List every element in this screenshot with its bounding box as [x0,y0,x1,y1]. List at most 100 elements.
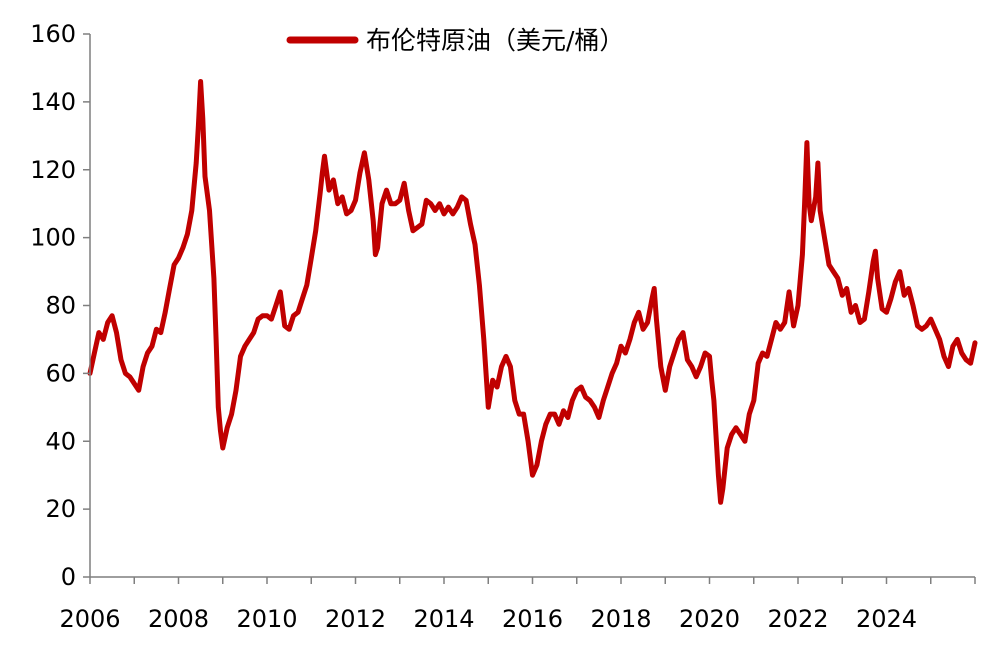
x-tick-label: 2010 [236,605,297,633]
data-point [672,351,677,355]
data-point [906,286,911,291]
data-point [955,337,960,342]
y-tick-label: 100 [30,224,76,252]
data-point [251,330,256,335]
data-point [163,310,168,315]
data-point [189,208,194,213]
data-point [530,473,535,478]
data-point [495,385,500,389]
x-tick-label: 2016 [502,605,563,633]
data-point [760,351,765,355]
data-point [734,425,738,430]
data-point [320,171,325,176]
data-point [366,177,371,182]
plot-area [87,79,978,505]
data-point [304,283,309,288]
data-point [344,211,349,216]
data-point [123,371,128,376]
data-point [574,388,579,393]
data-point [636,310,641,315]
data-point [114,330,119,335]
data-point [738,432,743,437]
data-point [419,222,424,227]
data-point [322,154,327,159]
data-point [853,303,858,308]
data-point [557,422,561,427]
data-point [685,357,690,362]
data-point [652,286,657,291]
data-point [393,201,398,206]
data-point [450,211,455,216]
data-point [318,191,323,196]
data-point [373,252,378,257]
data-point [331,177,336,182]
data-point [517,412,522,417]
data-point [827,262,831,267]
data-point [291,313,296,318]
data-point [871,259,876,264]
data-point [751,398,756,403]
data-point [265,313,269,318]
data-point [282,323,287,328]
data-point [309,256,314,260]
data-point [844,286,849,291]
data-point [709,378,714,383]
data-point [185,232,190,237]
data-point [875,276,880,281]
y-tick-label: 20 [45,495,76,523]
x-tick-label: 2024 [856,605,917,633]
data-point [884,310,889,315]
data-point [220,446,225,450]
data-point [207,208,212,213]
data-point [411,228,415,233]
data-point [349,208,354,213]
data-point [840,293,845,298]
data-point [468,222,473,227]
data-point [897,269,902,274]
data-point [765,354,769,359]
data-point [216,405,221,410]
data-point [919,327,924,332]
data-point [380,201,384,206]
data-point [782,320,787,325]
data-point [565,415,570,420]
data-point [141,364,146,369]
y-tick-label: 0 [61,563,76,591]
data-point [499,364,504,369]
data-point [455,205,460,210]
data-point [167,286,172,291]
data-point [849,310,854,315]
data-point [645,320,650,325]
data-point [959,351,964,355]
x-tick-label: 2020 [679,605,740,633]
data-point [132,381,137,386]
y-tick-label: 140 [30,88,76,116]
data-point [433,208,438,213]
y-tick-label: 60 [45,359,76,387]
data-point [822,235,827,240]
data-point [592,405,597,410]
data-point [327,188,331,193]
data-point [711,398,716,403]
data-point [601,398,606,403]
data-point [718,500,723,505]
data-point [539,439,544,444]
data-point [605,385,610,389]
data-point [703,351,708,355]
data-point [769,337,774,342]
data-point [203,174,207,179]
data-point [229,412,234,417]
data-point [543,422,548,427]
data-point [406,208,411,213]
x-tick-label: 2008 [148,605,209,633]
x-axis: 2006 2008 2010 2012 2014 2016 2018 2020 2022 2024 [59,576,976,633]
data-point [477,283,482,288]
data-point [588,398,592,403]
x-tick-label: 2006 [59,605,120,633]
data-point [694,374,699,379]
data-point [242,344,247,349]
data-point [512,398,517,403]
y-tick-label: 160 [30,20,76,48]
data-point [800,252,805,257]
